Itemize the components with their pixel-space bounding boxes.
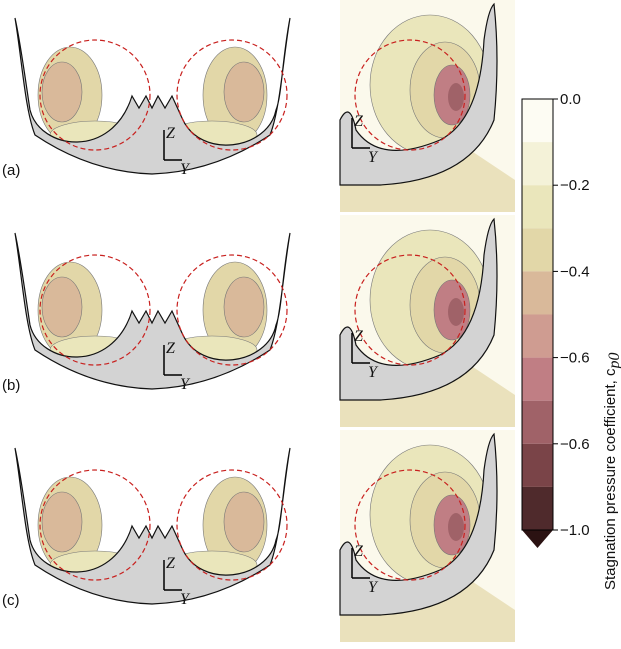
hull-section — [14, 447, 291, 605]
colorbar-band — [522, 228, 553, 272]
hull-section — [14, 17, 291, 175]
axis-label: Y — [180, 591, 191, 608]
panel-label: (c) — [2, 592, 20, 609]
colorbar: 0.0 −0.2 −0.4 −0.6 −0.6 −1.0 — [521, 91, 590, 548]
colorbar-band — [522, 486, 553, 530]
axis-label: Z — [166, 340, 176, 357]
axis-label: Z — [354, 113, 364, 130]
panel-row: Z Y Z Y (a) — [2, 0, 516, 213]
hull-zoom — [339, 214, 516, 428]
colorbar-tick-label: −0.4 — [560, 263, 590, 280]
axis-label: Z — [354, 328, 364, 345]
axis-label: Y — [180, 161, 191, 178]
colorbar-tick-label: 0.0 — [560, 91, 581, 108]
colorbar-tick-label: −0.6 — [560, 436, 590, 453]
axis-label: Z — [354, 543, 364, 560]
colorbar-band — [522, 99, 553, 143]
hull-zoom — [339, 0, 516, 213]
panel-label: (b) — [2, 377, 20, 394]
axis-label: Y — [180, 376, 191, 393]
axis-label: Z — [166, 125, 176, 142]
colorbar-extend — [522, 530, 553, 548]
colorbar-label: Stagnation pressure coefficient, cp0 — [602, 352, 621, 590]
panel-label: (a) — [2, 162, 20, 179]
colorbar-band — [522, 400, 553, 444]
hull-section — [14, 232, 291, 390]
axis-label: Z — [166, 555, 176, 572]
colorbar-frame — [521, 98, 554, 531]
panels: Z Y Z Y (a) Z Y Z Y (b) Z Y Z Y (c) — [2, 0, 516, 643]
panel-row: Z Y Z Y (b) — [2, 214, 516, 428]
colorbar-band — [522, 271, 553, 315]
axis-label: Y — [368, 149, 379, 166]
axis-label: Y — [368, 364, 379, 381]
colorbar-band — [522, 142, 553, 186]
colorbar-band — [522, 443, 553, 487]
panel-row: Z Y Z Y (c) — [2, 429, 516, 643]
colorbar-tick-label: −0.2 — [560, 177, 590, 194]
hull-zoom — [339, 429, 516, 643]
colorbar-tick-label: −1.0 — [560, 522, 590, 539]
colorbar-band — [522, 357, 553, 401]
colorbar-band — [522, 185, 553, 229]
colorbar-tick-label: −0.6 — [560, 350, 590, 367]
axis-label: Y — [368, 579, 379, 596]
colorbar-band — [522, 314, 553, 358]
